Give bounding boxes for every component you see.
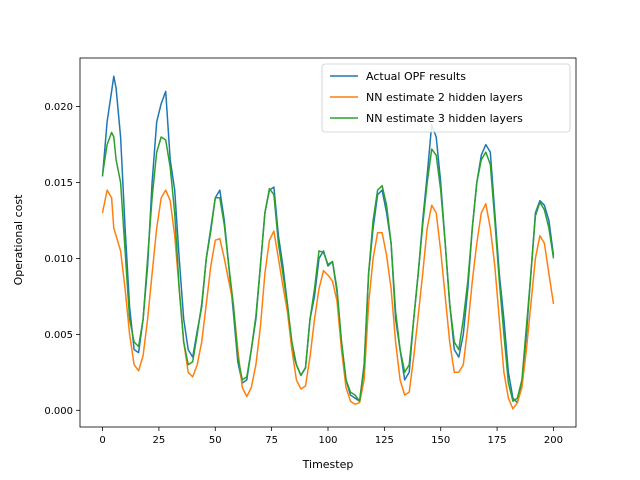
y-axis-label: Operational cost (12, 194, 25, 286)
y-axis-ticks: 0.000 0.005 0.010 0.015 0.020 (44, 102, 80, 417)
series-line-3 (101, 131, 555, 402)
y-tick-label: 0.000 (44, 406, 73, 417)
x-tick-label: 125 (375, 435, 394, 446)
legend: Actual OPF results NN estimate 2 hidden l… (321, 63, 571, 133)
x-tick-label: 150 (431, 435, 450, 446)
legend-label-2: NN estimate 2 hidden layers (366, 91, 523, 104)
y-tick-label: 0.015 (44, 178, 73, 189)
x-tick-label: 50 (209, 435, 222, 446)
legend-box (321, 63, 571, 133)
series-layer (101, 75, 555, 410)
y-tick-label: 0.005 (44, 330, 73, 341)
series-line-2 (101, 189, 555, 410)
x-axis-label: Timestep (302, 458, 354, 471)
y-tick-label: 0.010 (44, 254, 73, 265)
x-tick-label: 200 (544, 435, 563, 446)
plot-area: 0 25 50 75 100 125 150 175 200 0.0000.0050.0100.… (44, 57, 577, 446)
x-axis-ticks: 0 25 50 75 100 125 150 175 200 (99, 427, 563, 446)
legend-label-3: NN estimate 3 hidden layers (366, 112, 523, 125)
x-tick-label: 100 (318, 435, 337, 446)
x-tick-label: 0 (99, 435, 105, 446)
x-tick-label: 175 (488, 435, 507, 446)
x-tick-label: 25 (153, 435, 166, 446)
y-tick-label: 0.020 (44, 102, 73, 113)
x-tick-label: 75 (265, 435, 278, 446)
legend-label-1: Actual OPF results (366, 70, 466, 83)
